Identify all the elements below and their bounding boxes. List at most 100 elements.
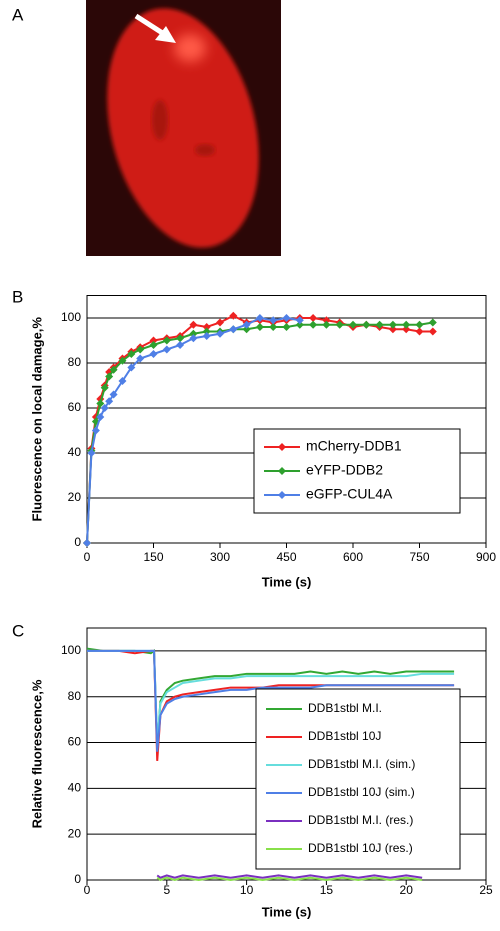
series-line <box>86 647 455 748</box>
marker <box>269 323 278 331</box>
panel-label: B <box>12 287 23 306</box>
x-axis-label: Time (s) <box>262 574 312 589</box>
marker <box>162 336 171 345</box>
legend-marker <box>278 443 286 451</box>
marker <box>216 318 224 327</box>
panel-label: C <box>12 621 24 640</box>
marker <box>282 314 291 322</box>
marker <box>322 320 331 329</box>
x-tick-label: 600 <box>343 550 363 564</box>
x-tick-label: 900 <box>476 550 496 564</box>
marker <box>349 320 357 329</box>
marker <box>322 316 331 325</box>
marker <box>96 413 105 421</box>
marker <box>229 325 238 334</box>
marker <box>402 325 411 334</box>
marker <box>91 426 100 435</box>
marker <box>309 320 318 329</box>
legend-label: DDB1stbl M.I. <box>308 701 382 715</box>
marker <box>149 336 158 345</box>
legend-label: DDB1stbl M.I. (sim.) <box>308 757 415 771</box>
marker <box>415 327 424 336</box>
y-tick-label: 80 <box>68 689 82 703</box>
legend-box <box>253 428 461 514</box>
marker <box>162 345 171 354</box>
marker <box>428 318 437 327</box>
x-tick-label: 450 <box>276 550 296 564</box>
marker <box>255 323 264 331</box>
marker <box>202 323 211 331</box>
marker <box>87 449 96 457</box>
marker <box>176 334 185 343</box>
x-tick-label: 0 <box>84 883 91 897</box>
marker <box>189 329 198 338</box>
marker <box>216 329 224 338</box>
x-tick-label: 15 <box>320 883 334 897</box>
marker <box>189 334 198 343</box>
marker <box>202 332 211 340</box>
marker <box>362 320 371 329</box>
marker <box>242 325 251 334</box>
marker <box>109 365 118 374</box>
plot-frame <box>86 627 487 881</box>
x-axis-label: Time (s) <box>262 904 312 919</box>
marker <box>83 539 91 547</box>
marker <box>282 323 291 331</box>
legend-label: DDB1stbl 10J <box>308 729 381 743</box>
series-line <box>156 876 423 882</box>
marker <box>269 316 278 325</box>
y-tick-label: 100 <box>61 310 81 324</box>
legend-label: eGFP-CUL4A <box>306 486 393 502</box>
marker <box>136 354 145 363</box>
marker <box>105 372 114 381</box>
marker <box>335 320 344 329</box>
marker <box>127 363 136 372</box>
x-tick-label: 10 <box>240 883 254 897</box>
y-tick-label: 100 <box>61 643 81 657</box>
y-tick-label: 80 <box>68 355 82 369</box>
x-tick-label: 0 <box>84 550 91 564</box>
marker <box>127 350 136 358</box>
y-tick-label: 0 <box>74 872 81 886</box>
marker <box>100 383 109 392</box>
marker <box>136 345 145 354</box>
legend-marker <box>278 491 286 499</box>
marker <box>388 320 397 329</box>
y-tick-label: 40 <box>68 781 82 795</box>
y-tick-label: 0 <box>74 535 81 549</box>
y-tick-label: 20 <box>68 826 82 840</box>
marker <box>100 404 109 412</box>
series-line <box>87 649 455 752</box>
x-tick-label: 20 <box>400 883 414 897</box>
marker <box>375 320 384 329</box>
marker <box>96 399 105 408</box>
y-axis-label: Fluorescence on local damage,% <box>29 317 44 522</box>
marker <box>176 341 185 349</box>
marker <box>149 350 158 358</box>
panel-label: A <box>12 5 24 24</box>
marker <box>189 320 198 329</box>
marker <box>118 356 127 365</box>
x-tick-label: 5 <box>163 883 170 897</box>
marker <box>242 320 251 329</box>
legend-box <box>255 688 461 870</box>
x-tick-label: 25 <box>479 883 493 897</box>
marker <box>109 390 118 399</box>
marker <box>229 311 238 320</box>
y-tick-label: 20 <box>68 490 82 504</box>
legend-label: DDB1stbl M.I. (res.) <box>308 813 413 827</box>
y-tick-label: 40 <box>68 445 82 459</box>
legend-marker <box>278 467 286 475</box>
legend-label: DDB1stbl 10J (res.) <box>308 841 413 855</box>
x-tick-label: 150 <box>143 550 163 564</box>
marker <box>428 327 437 336</box>
plot-frame <box>86 295 487 544</box>
marker <box>118 377 127 385</box>
marker <box>295 320 304 329</box>
legend-label: DDB1stbl 10J (sim.) <box>308 785 415 799</box>
x-tick-label: 300 <box>210 550 230 564</box>
marker <box>402 320 411 329</box>
marker <box>388 325 397 334</box>
micrograph <box>86 0 281 256</box>
series-line <box>86 316 300 544</box>
